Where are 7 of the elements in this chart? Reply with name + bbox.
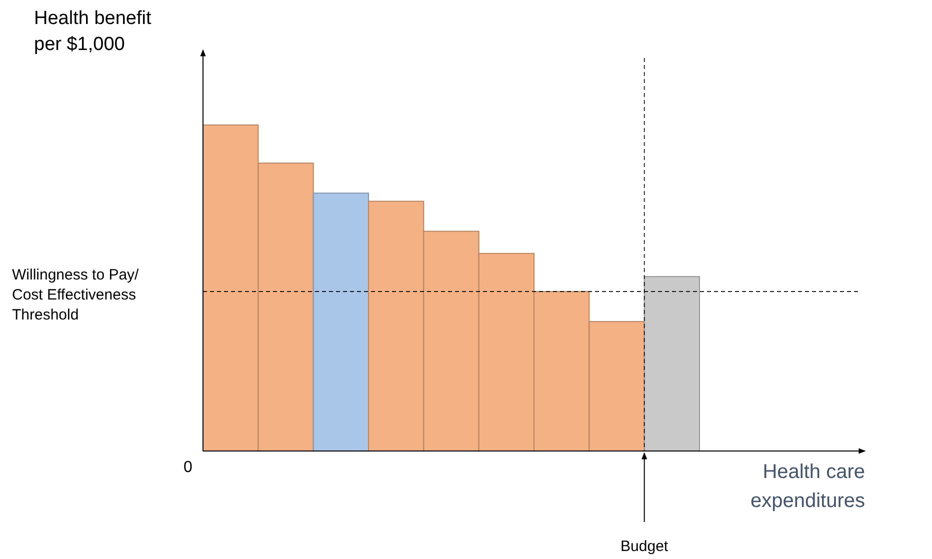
text: Budget: [620, 538, 669, 555]
text: 0: [184, 459, 193, 476]
x-axis-title: Health care expenditures: [750, 461, 865, 512]
bar: [644, 276, 700, 452]
y-axis-title: Health benefit per $1,000: [34, 8, 152, 55]
bar: [312, 192, 369, 452]
ref-line-label: Willingness to Pay/ Cost Effectiveness Threshold: [12, 266, 140, 324]
